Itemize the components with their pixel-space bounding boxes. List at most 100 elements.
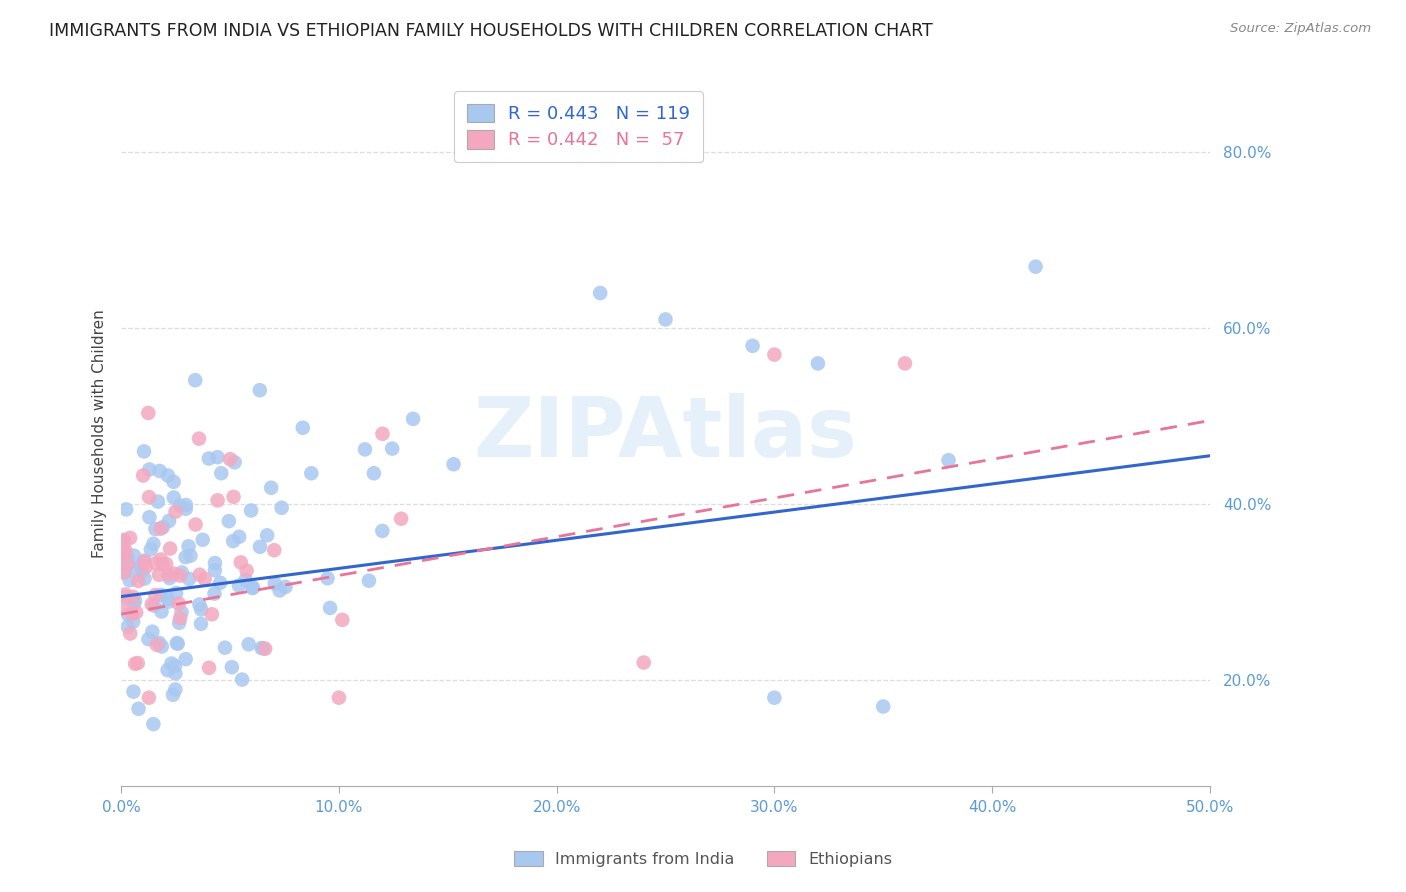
Point	[131, 564, 153, 578]
Point	[129, 558, 152, 573]
Point	[132, 444, 155, 458]
Point	[174, 498, 197, 512]
Point	[190, 616, 212, 631]
Point	[274, 580, 297, 594]
Point	[254, 641, 277, 656]
Point	[174, 501, 197, 516]
Point	[250, 641, 273, 656]
Point	[330, 613, 353, 627]
Point	[188, 432, 211, 446]
Point	[190, 602, 212, 616]
Point	[443, 457, 465, 471]
Y-axis label: Family Households with Children: Family Households with Children	[93, 310, 107, 558]
Legend: R = 0.443   N = 119, R = 0.442   N =  57: R = 0.443 N = 119, R = 0.442 N = 57	[454, 91, 703, 162]
Point	[150, 605, 173, 619]
Point	[124, 657, 146, 671]
Point	[142, 717, 165, 731]
Point	[198, 451, 221, 466]
Point	[112, 545, 135, 559]
Point	[188, 598, 211, 612]
Point	[117, 620, 139, 634]
Legend: Immigrants from India, Ethiopians: Immigrants from India, Ethiopians	[508, 845, 898, 873]
Point	[204, 587, 226, 601]
Point	[209, 466, 232, 480]
Point	[156, 468, 179, 483]
Point	[299, 467, 322, 481]
Point	[170, 606, 193, 620]
Point	[371, 426, 394, 441]
Point	[249, 540, 271, 554]
Point	[204, 556, 226, 570]
Point	[152, 520, 174, 534]
Point	[160, 657, 183, 671]
Point	[328, 690, 350, 705]
Point	[166, 637, 188, 651]
Point	[118, 574, 141, 588]
Point	[207, 450, 229, 465]
Point	[138, 510, 160, 524]
Point	[807, 356, 830, 370]
Point	[231, 673, 253, 687]
Point	[222, 490, 245, 504]
Point	[149, 464, 172, 478]
Point	[169, 611, 191, 625]
Point	[115, 502, 138, 516]
Point	[263, 543, 285, 558]
Point	[124, 593, 146, 607]
Point	[128, 702, 150, 716]
Point	[156, 663, 179, 677]
Point	[141, 624, 163, 639]
Point	[146, 494, 169, 508]
Point	[179, 549, 201, 563]
Point	[121, 607, 143, 622]
Point	[138, 490, 160, 504]
Point	[148, 567, 170, 582]
Point	[589, 286, 612, 301]
Point	[127, 574, 149, 588]
Point	[165, 586, 187, 600]
Point	[166, 636, 188, 650]
Point	[763, 690, 786, 705]
Point	[894, 356, 917, 370]
Point	[169, 499, 191, 513]
Point	[389, 512, 412, 526]
Point	[263, 576, 285, 591]
Point	[198, 661, 221, 675]
Point	[157, 514, 180, 528]
Point	[142, 537, 165, 551]
Point	[157, 567, 180, 582]
Point	[165, 666, 187, 681]
Point	[204, 563, 226, 577]
Point	[152, 557, 174, 571]
Point	[938, 453, 960, 467]
Point	[221, 660, 243, 674]
Point	[191, 533, 214, 547]
Point	[270, 500, 292, 515]
Point	[1025, 260, 1047, 274]
Point	[177, 539, 200, 553]
Point	[371, 524, 394, 538]
Point	[249, 383, 271, 397]
Point	[122, 615, 145, 629]
Point	[633, 656, 655, 670]
Point	[402, 412, 425, 426]
Point	[872, 699, 894, 714]
Point	[214, 640, 236, 655]
Point	[143, 599, 166, 613]
Text: IMMIGRANTS FROM INDIA VS ETHIOPIAN FAMILY HOUSEHOLDS WITH CHILDREN CORRELATION C: IMMIGRANTS FROM INDIA VS ETHIOPIAN FAMIL…	[49, 22, 934, 40]
Point	[235, 573, 257, 587]
Point	[238, 637, 260, 651]
Point	[114, 543, 136, 558]
Point	[112, 566, 135, 580]
Text: Source: ZipAtlas.com: Source: ZipAtlas.com	[1230, 22, 1371, 36]
Point	[122, 549, 145, 563]
Point	[654, 312, 676, 326]
Point	[184, 373, 207, 387]
Point	[209, 575, 232, 590]
Point	[136, 406, 159, 420]
Point	[118, 531, 141, 545]
Point	[157, 594, 180, 608]
Point	[114, 547, 136, 561]
Point	[149, 588, 172, 602]
Point	[242, 581, 264, 595]
